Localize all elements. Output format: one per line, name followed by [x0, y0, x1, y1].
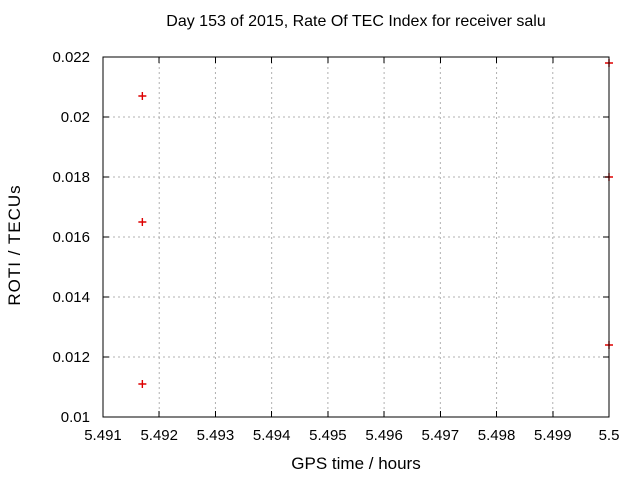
y-tick-label: 0.018 — [52, 169, 90, 186]
x-tick-label: 5.495 — [309, 427, 347, 444]
data-point-marker — [138, 92, 147, 100]
y-tick-label: 0.022 — [52, 49, 90, 66]
data-point-marker — [138, 218, 147, 226]
x-tick-label: 5.492 — [140, 427, 178, 444]
y-tick-label: 0.02 — [61, 109, 90, 126]
x-tick-label: 5.498 — [478, 427, 516, 444]
data-point-marker — [138, 380, 147, 388]
y-tick-label: 0.01 — [61, 409, 90, 426]
y-tick-label: 0.012 — [52, 349, 90, 366]
y-tick-label: 0.014 — [52, 289, 90, 306]
y-tick-label: 0.016 — [52, 229, 90, 246]
x-axis-label: GPS time / hours — [291, 454, 421, 473]
x-tick-label: 5.496 — [365, 427, 403, 444]
x-tick-label: 5.497 — [422, 427, 460, 444]
chart-title: Day 153 of 2015, Rate Of TEC Index for r… — [166, 13, 546, 30]
x-tick-label: 5.494 — [253, 427, 291, 444]
x-tick-label: 5.491 — [84, 427, 122, 444]
x-tick-label: 5.499 — [534, 427, 572, 444]
x-tick-label: 5.5 — [599, 427, 620, 444]
x-tick-label: 5.493 — [197, 427, 235, 444]
